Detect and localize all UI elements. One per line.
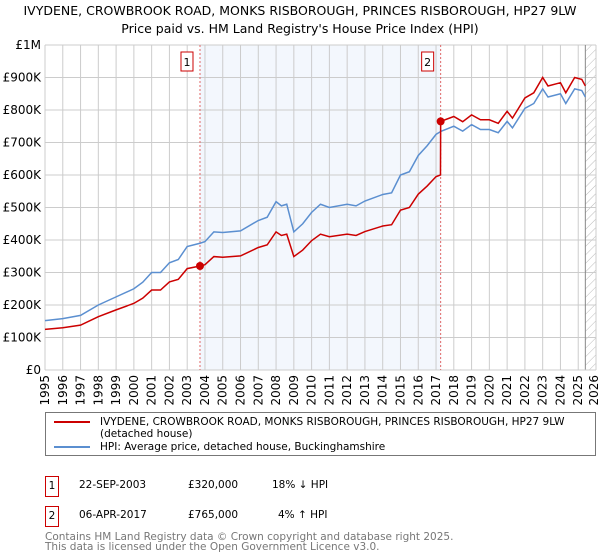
footer-copyright: Contains HM Land Registry data © Crown c… [45,531,454,543]
legend: IVYDENE, CROWBROOK ROAD, MONKS RISBOROUG… [45,412,596,456]
transaction-marker: 1 [45,476,59,497]
transaction-marker: 2 [45,506,59,527]
x-tick-label: 2007 [251,375,265,406]
x-tick-label: 2023 [536,375,550,406]
x-tick-label: 2022 [518,375,532,406]
x-tick-label: 2003 [180,375,194,406]
x-tick-label: 2000 [127,375,141,406]
chart-subtitle: Price paid vs. HM Land Registry's House … [121,21,479,36]
x-tick-label: 2024 [553,375,567,406]
x-tick-label: 2020 [482,375,496,406]
transaction-price: £765,000 [188,509,239,521]
x-tick-label: 2012 [340,375,354,406]
y-tick-label: £100K [3,331,43,345]
x-tick-label: 2004 [198,375,212,406]
x-tick-label: 2002 [162,375,176,406]
x-tick-label: 2013 [358,375,372,406]
x-tick-label: 2015 [393,375,407,406]
y-tick-label: £300K [3,266,43,280]
y-tick-label: £600K [3,168,43,182]
x-tick-label: 1997 [74,375,88,406]
x-tick-label: 2021 [500,375,514,406]
y-tick-label: £0 [26,363,41,377]
sale-point [436,117,445,126]
x-tick-label: 2005 [216,375,230,406]
chart-title: IVYDENE, CROWBROOK ROAD, MONKS RISBOROUG… [23,3,577,18]
x-tick-label: 2006 [234,375,248,406]
x-tick-label: 2008 [269,375,283,406]
legend-label-hpi: HPI: Average price, detached house, Buck… [100,441,386,453]
footer-licence: This data is licensed under the Open Gov… [45,541,380,553]
sale-annotation-box [180,51,194,72]
x-tick-label: 2011 [322,375,336,406]
legend-swatch-property [54,421,90,423]
sale-point [195,262,204,270]
transaction-date: 06-APR-2017 [79,509,147,521]
y-tick-label: £700K [3,136,43,150]
x-tick-label: 2016 [411,375,425,406]
transaction-date: 22-SEP-2003 [79,479,147,491]
y-tick-label: £800K [3,103,43,117]
sale-annotation-box [421,51,435,72]
transaction-hpi: 18% ↓ HPI [272,479,329,491]
x-tick-label: 2014 [376,375,390,406]
price-chart: 1995 1996 1997 1998 1999 2000 2001 2002 2003 2004… [3,38,600,406]
x-tick-label: 2009 [287,375,301,406]
x-tick-label: 2001 [145,375,159,406]
y-tick-label: £900K [3,71,43,85]
property-price-line [44,76,586,331]
x-tick-label: 1998 [91,375,105,406]
sale-annotation-label: 2 [424,56,431,69]
y-tick-label: £1M [15,38,41,52]
x-tick-label: 2019 [465,375,479,406]
x-tick-label: 2010 [305,375,319,406]
x-tick-label: 2025 [571,375,585,406]
sale-annotation-label: 1 [183,56,190,69]
x-tick-label: 2026 [587,375,600,406]
x-tick-label: 2018 [447,375,461,406]
y-tick-label: £200K [3,298,43,312]
x-tick-label: 2017 [429,375,443,406]
x-tick-label: 1995 [38,375,52,406]
legend-swatch-hpi [54,446,90,448]
legend-label-property: IVYDENE, CROWBROOK ROAD, MONKS RISBOROUG… [100,416,565,440]
y-tick-label: £500K [3,201,43,215]
hpi-line [44,87,586,322]
y-tick-label: £400K [3,233,43,247]
x-tick-label: 1996 [56,375,70,406]
transaction-hpi: 4% ↑ HPI [278,509,328,521]
x-tick-label: 1999 [109,375,123,406]
transaction-price: £320,000 [188,479,239,491]
